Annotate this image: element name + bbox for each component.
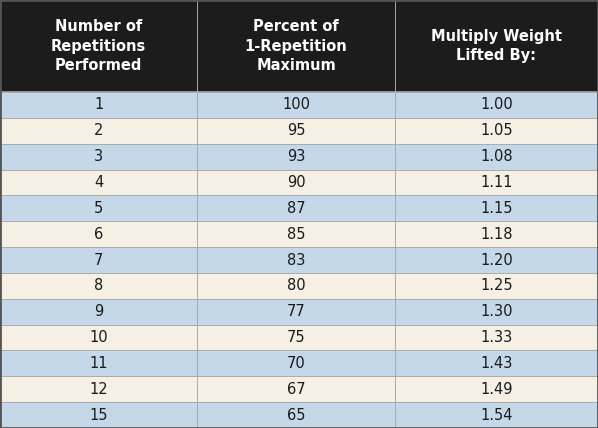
Bar: [395, 402, 598, 428]
Bar: [395, 247, 598, 273]
Text: 77: 77: [286, 304, 306, 319]
Bar: [0, 196, 197, 221]
Bar: [0, 351, 197, 376]
Bar: [0, 376, 197, 402]
Text: Number of
Repetitions
Performed: Number of Repetitions Performed: [51, 19, 147, 73]
Bar: [197, 221, 395, 247]
Text: 93: 93: [287, 149, 305, 164]
Text: 75: 75: [286, 330, 306, 345]
Bar: [197, 92, 395, 118]
Bar: [395, 144, 598, 169]
Text: 1.49: 1.49: [480, 382, 512, 397]
Text: 100: 100: [282, 98, 310, 113]
Bar: [0, 324, 197, 351]
Text: 7: 7: [94, 253, 103, 268]
Bar: [197, 118, 395, 144]
Text: 12: 12: [89, 382, 108, 397]
Bar: [197, 324, 395, 351]
Text: 15: 15: [90, 407, 108, 422]
Text: 6: 6: [94, 227, 103, 242]
Text: 8: 8: [94, 278, 103, 293]
Text: 9: 9: [94, 304, 103, 319]
Bar: [0, 273, 197, 299]
Text: 67: 67: [286, 382, 306, 397]
Text: 83: 83: [287, 253, 305, 268]
Bar: [0, 247, 197, 273]
Text: 11: 11: [90, 356, 108, 371]
Bar: [197, 402, 395, 428]
Text: 95: 95: [287, 123, 305, 138]
Bar: [0, 299, 197, 324]
Text: 10: 10: [89, 330, 108, 345]
Text: 3: 3: [94, 149, 103, 164]
Text: 1.33: 1.33: [480, 330, 512, 345]
Bar: [395, 92, 598, 118]
Bar: [197, 247, 395, 273]
Text: 1: 1: [94, 98, 103, 113]
Text: 1.20: 1.20: [480, 253, 512, 268]
Bar: [197, 144, 395, 169]
Bar: [395, 221, 598, 247]
Bar: [395, 196, 598, 221]
Bar: [197, 299, 395, 324]
Bar: [197, 351, 395, 376]
Text: 1.08: 1.08: [480, 149, 512, 164]
Bar: [0, 144, 197, 169]
Text: 1.25: 1.25: [480, 278, 512, 293]
Text: 5: 5: [94, 201, 103, 216]
Bar: [0, 92, 197, 118]
Bar: [0, 0, 197, 92]
Bar: [395, 273, 598, 299]
Bar: [0, 169, 197, 196]
Bar: [395, 299, 598, 324]
Text: 1.18: 1.18: [480, 227, 512, 242]
Text: Percent of
1-Repetition
Maximum: Percent of 1-Repetition Maximum: [245, 19, 347, 73]
Text: 1.43: 1.43: [480, 356, 512, 371]
Bar: [197, 196, 395, 221]
Text: 4: 4: [94, 175, 103, 190]
Bar: [0, 402, 197, 428]
Bar: [395, 0, 598, 92]
Text: 1.11: 1.11: [480, 175, 512, 190]
Text: 1.05: 1.05: [480, 123, 512, 138]
Bar: [395, 324, 598, 351]
Bar: [197, 0, 395, 92]
Bar: [0, 118, 197, 144]
Bar: [197, 273, 395, 299]
Text: 80: 80: [286, 278, 306, 293]
Text: 65: 65: [287, 407, 305, 422]
Text: 87: 87: [286, 201, 306, 216]
Bar: [0, 221, 197, 247]
Text: 70: 70: [286, 356, 306, 371]
Text: 1.15: 1.15: [480, 201, 512, 216]
Bar: [395, 118, 598, 144]
Bar: [197, 169, 395, 196]
Text: 2: 2: [94, 123, 103, 138]
Text: 1.30: 1.30: [480, 304, 512, 319]
Bar: [395, 351, 598, 376]
Bar: [197, 376, 395, 402]
Bar: [395, 169, 598, 196]
Text: Multiply Weight
Lifted By:: Multiply Weight Lifted By:: [431, 29, 562, 63]
Text: 1.54: 1.54: [480, 407, 512, 422]
Text: 1.00: 1.00: [480, 98, 512, 113]
Bar: [395, 376, 598, 402]
Text: 90: 90: [286, 175, 306, 190]
Text: 85: 85: [287, 227, 305, 242]
